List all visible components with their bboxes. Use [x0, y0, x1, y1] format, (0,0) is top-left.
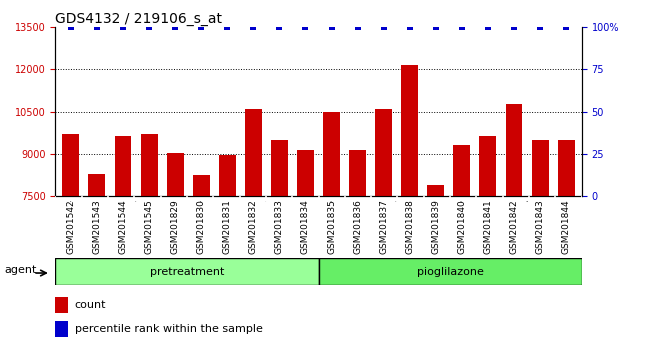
Text: GSM201842: GSM201842: [510, 200, 519, 254]
Bar: [140, 134, 157, 196]
Bar: [193, 175, 210, 196]
Text: GSM201839: GSM201839: [432, 200, 440, 255]
Bar: [558, 140, 575, 196]
Text: GSM201830: GSM201830: [197, 200, 205, 255]
Text: GSM201831: GSM201831: [223, 200, 232, 255]
Bar: [401, 65, 418, 196]
Text: GSM201841: GSM201841: [484, 200, 493, 254]
Bar: [480, 136, 497, 196]
Bar: [55, 258, 318, 285]
Bar: [55, 321, 68, 337]
Text: GSM201829: GSM201829: [171, 200, 179, 254]
Bar: [114, 136, 131, 196]
Text: GSM201837: GSM201837: [379, 200, 388, 255]
Bar: [245, 109, 262, 196]
Text: count: count: [75, 300, 106, 310]
Bar: [532, 140, 549, 196]
Bar: [62, 134, 79, 196]
Bar: [375, 109, 392, 196]
Text: pretreatment: pretreatment: [150, 267, 224, 277]
Text: GSM201832: GSM201832: [249, 200, 258, 254]
Bar: [323, 112, 340, 196]
Bar: [297, 150, 314, 196]
Bar: [55, 297, 68, 313]
Bar: [166, 153, 183, 196]
Text: percentile rank within the sample: percentile rank within the sample: [75, 324, 263, 334]
Text: pioglilazone: pioglilazone: [417, 267, 484, 277]
Bar: [219, 155, 236, 196]
Text: GSM201833: GSM201833: [275, 200, 284, 255]
Bar: [427, 185, 444, 196]
Bar: [318, 258, 582, 285]
Bar: [454, 145, 471, 196]
Text: GSM201838: GSM201838: [405, 200, 414, 255]
Text: agent: agent: [5, 266, 37, 275]
Text: GSM201543: GSM201543: [92, 200, 101, 254]
Bar: [88, 174, 105, 196]
Bar: [271, 140, 288, 196]
Text: GSM201844: GSM201844: [562, 200, 571, 254]
Text: GSM201545: GSM201545: [144, 200, 153, 254]
Bar: [349, 150, 366, 196]
Text: GDS4132 / 219106_s_at: GDS4132 / 219106_s_at: [55, 12, 222, 25]
Text: GSM201834: GSM201834: [301, 200, 310, 254]
Text: GSM201843: GSM201843: [536, 200, 545, 254]
Text: GSM201542: GSM201542: [66, 200, 75, 254]
Text: GSM201840: GSM201840: [458, 200, 466, 254]
Text: GSM201835: GSM201835: [327, 200, 336, 255]
Text: GSM201836: GSM201836: [353, 200, 362, 255]
Bar: [506, 104, 523, 196]
Text: GSM201544: GSM201544: [118, 200, 127, 254]
